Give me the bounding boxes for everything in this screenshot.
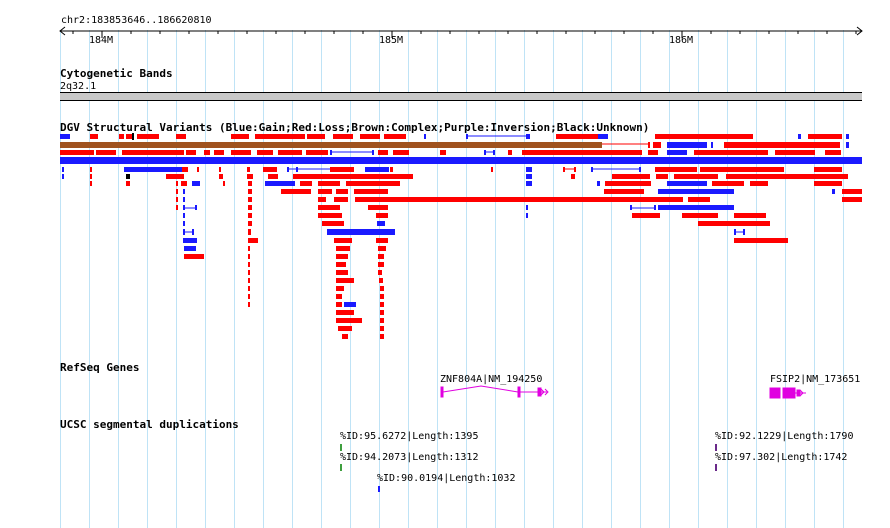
grid-line	[524, 30, 525, 528]
grid-line	[727, 30, 728, 528]
dgv-row	[176, 189, 862, 194]
dgv-row	[176, 197, 862, 202]
tick-label: 186M	[669, 35, 694, 46]
track-title-cytobands[interactable]: Cytogenetic Bands	[60, 67, 173, 80]
tick-label: 185M	[379, 35, 404, 46]
grid-line	[582, 30, 583, 528]
grid-line	[89, 30, 90, 528]
segdup-feature[interactable]	[340, 444, 342, 451]
grid-line	[785, 30, 786, 528]
track-title-segdups[interactable]: UCSC segmental duplications	[60, 418, 239, 431]
grid-line	[843, 30, 844, 528]
band-label: 2q32.1	[60, 81, 97, 92]
grid-line	[814, 30, 815, 528]
track-title-dgv[interactable]: DGV Structural Variants (Blue:Gain;Red:L…	[60, 121, 650, 134]
segdup-label: %ID:97.302|Length:1742	[715, 452, 848, 463]
segdup-label: %ID:92.1229|Length:1790	[715, 431, 854, 442]
dgv-row	[90, 181, 842, 186]
grid-line	[118, 30, 119, 528]
dgv-row	[60, 142, 849, 148]
gene-label-znf804a: ZNF804A|NM_194250	[440, 374, 543, 385]
grid-line	[669, 30, 670, 528]
dgv-row	[183, 238, 788, 243]
segdup-feature[interactable]	[715, 464, 717, 471]
grid-line	[466, 30, 467, 528]
segdup-feature[interactable]	[340, 464, 342, 471]
dgv-row	[183, 229, 745, 235]
dgv-row	[60, 150, 841, 155]
grid-line	[292, 30, 293, 528]
grid-line	[321, 30, 322, 528]
dgv-row	[62, 174, 848, 179]
grid-line	[437, 30, 438, 528]
grid-line	[553, 30, 554, 528]
gene-models[interactable]	[0, 380, 890, 404]
grid-line	[234, 30, 235, 528]
segdup-label: %ID:95.6272|Length:1395	[340, 431, 479, 442]
grid-line	[205, 30, 206, 528]
gene-fsip2	[769, 387, 806, 399]
grid-line	[408, 30, 409, 528]
grid-line	[263, 30, 264, 528]
dgv-row	[183, 221, 770, 226]
dgv-row	[184, 246, 386, 339]
gene-label-fsip2: FSIP2|NM_173651	[770, 374, 861, 385]
dgv-row	[60, 133, 849, 140]
segdup-feature[interactable]	[715, 444, 717, 451]
dgv-gain-full	[60, 157, 862, 164]
ruler-axis	[59, 26, 863, 38]
grid-line	[495, 30, 496, 528]
grid-line	[756, 30, 757, 528]
grid-line	[60, 30, 61, 528]
segdup-label: %ID:94.2073|Length:1312	[340, 452, 479, 463]
dgv-row	[183, 213, 766, 218]
segdup-feature[interactable]	[378, 486, 380, 492]
grid-line	[640, 30, 641, 528]
dgv-row	[62, 167, 842, 172]
gene-znf804a	[440, 385, 549, 398]
tick-label: 184M	[89, 35, 114, 46]
grid-line	[698, 30, 699, 528]
dgv-row	[176, 205, 734, 210]
segdup-label: %ID:90.0194|Length:1032	[377, 473, 516, 484]
grid-line	[147, 30, 148, 528]
track-title-refseq[interactable]: RefSeq Genes	[60, 361, 140, 374]
cytoband-2q32-1[interactable]	[60, 92, 862, 101]
range-label: chr2:183853646..186620810	[61, 15, 212, 26]
grid-line	[611, 30, 612, 528]
grid-line	[176, 30, 177, 528]
